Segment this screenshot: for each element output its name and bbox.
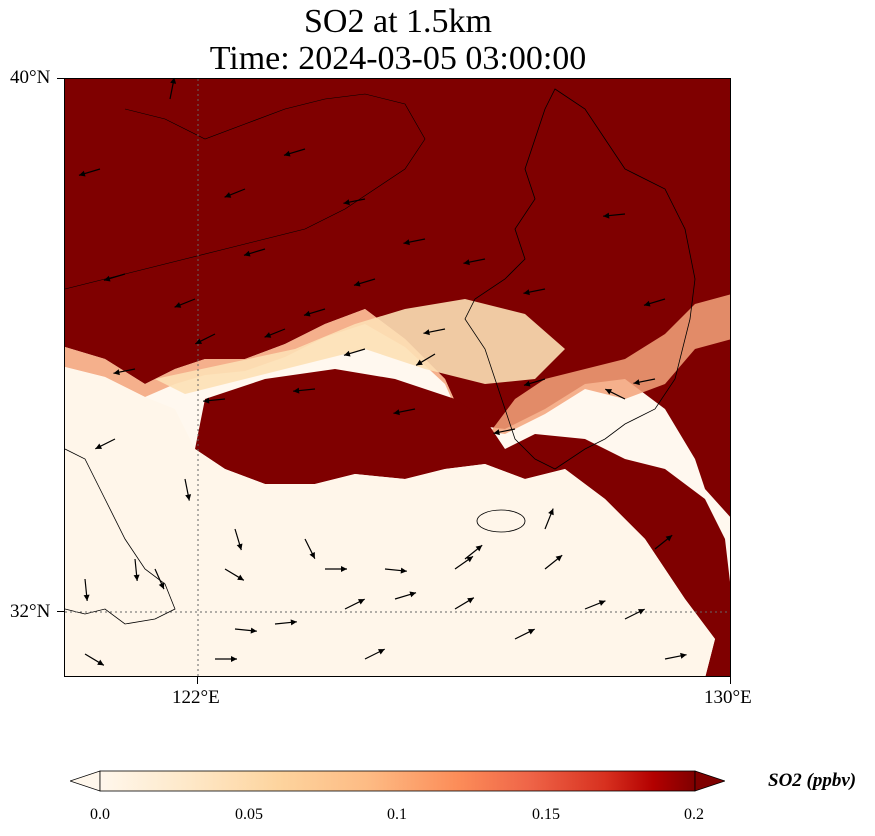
- wind-arrow-head: [78, 170, 86, 177]
- wind-arrow-head: [409, 591, 417, 598]
- wind-arrow-head: [113, 369, 120, 376]
- lat-tick-label-40: 40°N: [10, 67, 51, 88]
- wind-vectors: [78, 79, 687, 666]
- map-subtitle-time: Time: 2024-03-05 03:00:00: [209, 40, 587, 77]
- map-plot-area: [64, 78, 731, 677]
- colorbar-tick-0-05: 0.05: [235, 806, 263, 823]
- wind-arrow-head: [290, 619, 297, 626]
- lat-tick-mark-32: [57, 611, 64, 612]
- coastline-north: [65, 93, 426, 290]
- wind-arrow-head: [203, 397, 210, 404]
- coastline-west: [65, 448, 176, 625]
- wind-arrow-head: [400, 567, 407, 574]
- wind-arrow-head: [475, 545, 483, 552]
- so2-light-band: [155, 299, 565, 394]
- wind-arrow-head: [195, 338, 203, 344]
- colorbar-tick-0-2: 0.2: [684, 806, 704, 823]
- wind-arrow-head: [493, 429, 500, 436]
- wind-arrow-head: [133, 574, 140, 581]
- wind-arrow-head: [158, 582, 165, 590]
- wind-arrow-head: [243, 250, 251, 257]
- wind-arrow-head: [237, 574, 244, 581]
- wind-arrow-head: [303, 310, 311, 317]
- wind-arrow-head: [416, 359, 423, 366]
- lon-tick-mark-122: [197, 677, 198, 684]
- wind-arrow-head: [250, 627, 257, 634]
- coastline-northeast: [464, 88, 696, 470]
- so2-field: [65, 79, 730, 676]
- wind-arrow-head: [343, 199, 350, 206]
- wind-arrow-head: [185, 494, 192, 501]
- lon-tick-label-122: 122°E: [172, 687, 220, 708]
- wind-arrow-head: [170, 79, 177, 84]
- lon-tick-mark-130: [730, 677, 731, 684]
- wind-arrow-head: [637, 609, 645, 615]
- wind-arrow-head: [555, 555, 563, 562]
- wind-arrow-head: [403, 239, 410, 246]
- wind-arrow-head: [633, 379, 640, 386]
- wind-arrow-head: [264, 332, 272, 338]
- colorbar-extend-max: [694, 770, 725, 792]
- lat-tick-label-32: 32°N: [10, 601, 51, 622]
- wind-arrow-head: [353, 280, 361, 287]
- wind-arrow-head: [293, 387, 300, 394]
- wind-arrow-head: [103, 275, 111, 282]
- wind-arrow-head: [95, 443, 103, 449]
- colorbar-tick-0-1: 0.1: [387, 806, 407, 823]
- wind-arrow-head: [680, 652, 687, 659]
- wind-arrow-head: [643, 300, 651, 307]
- wind-arrow-head: [97, 659, 104, 666]
- wind-arrow-head: [598, 600, 606, 606]
- island-jeju: [476, 509, 526, 533]
- wind-arrow-head: [236, 543, 243, 551]
- so2-high-region-north: [65, 79, 730, 517]
- wind-arrow-head: [548, 508, 554, 516]
- wind-arrow-head: [523, 380, 531, 387]
- wind-arrow-head: [283, 150, 291, 157]
- so2-low-region-south: [65, 367, 715, 676]
- wind-arrow-head: [605, 389, 613, 395]
- so2-high-region-middle: [195, 369, 730, 676]
- wind-arrow-head: [83, 594, 90, 601]
- wind-arrow-head: [174, 302, 182, 308]
- lon-tick-label-130: 130°E: [704, 687, 752, 708]
- wind-arrow-head: [466, 556, 474, 563]
- wind-arrow-head: [357, 599, 365, 605]
- wind-arrow-head: [343, 350, 351, 357]
- wind-arrow-head: [467, 597, 474, 604]
- colorbar-extend-min: [70, 770, 101, 792]
- wind-arrow-head: [224, 192, 232, 198]
- colorbar-tick-0-15: 0.15: [532, 806, 560, 823]
- wind-arrow-head: [463, 259, 470, 266]
- wind-arrow-head: [527, 629, 535, 635]
- map-title: SO2 at 1.5km: [304, 3, 492, 40]
- colorbar-tick-0: 0.0: [90, 806, 110, 823]
- wind-arrow-head: [393, 409, 400, 416]
- wind-arrow-head: [523, 289, 530, 296]
- wind-arrow-head: [341, 566, 347, 572]
- wind-arrow-head: [423, 329, 430, 336]
- lat-tick-mark-40: [57, 78, 64, 79]
- so2-transition-band: [65, 294, 730, 439]
- colorbar-gradient: [99, 770, 696, 792]
- colorbar: [70, 770, 725, 792]
- colorbar-title: SO2 (ppbv): [768, 770, 857, 791]
- wind-arrow-head: [665, 535, 673, 542]
- wind-arrow-head: [309, 551, 315, 559]
- wind-arrow-head: [231, 656, 237, 662]
- wind-arrow-head: [603, 212, 610, 219]
- wind-arrow-head: [377, 649, 385, 655]
